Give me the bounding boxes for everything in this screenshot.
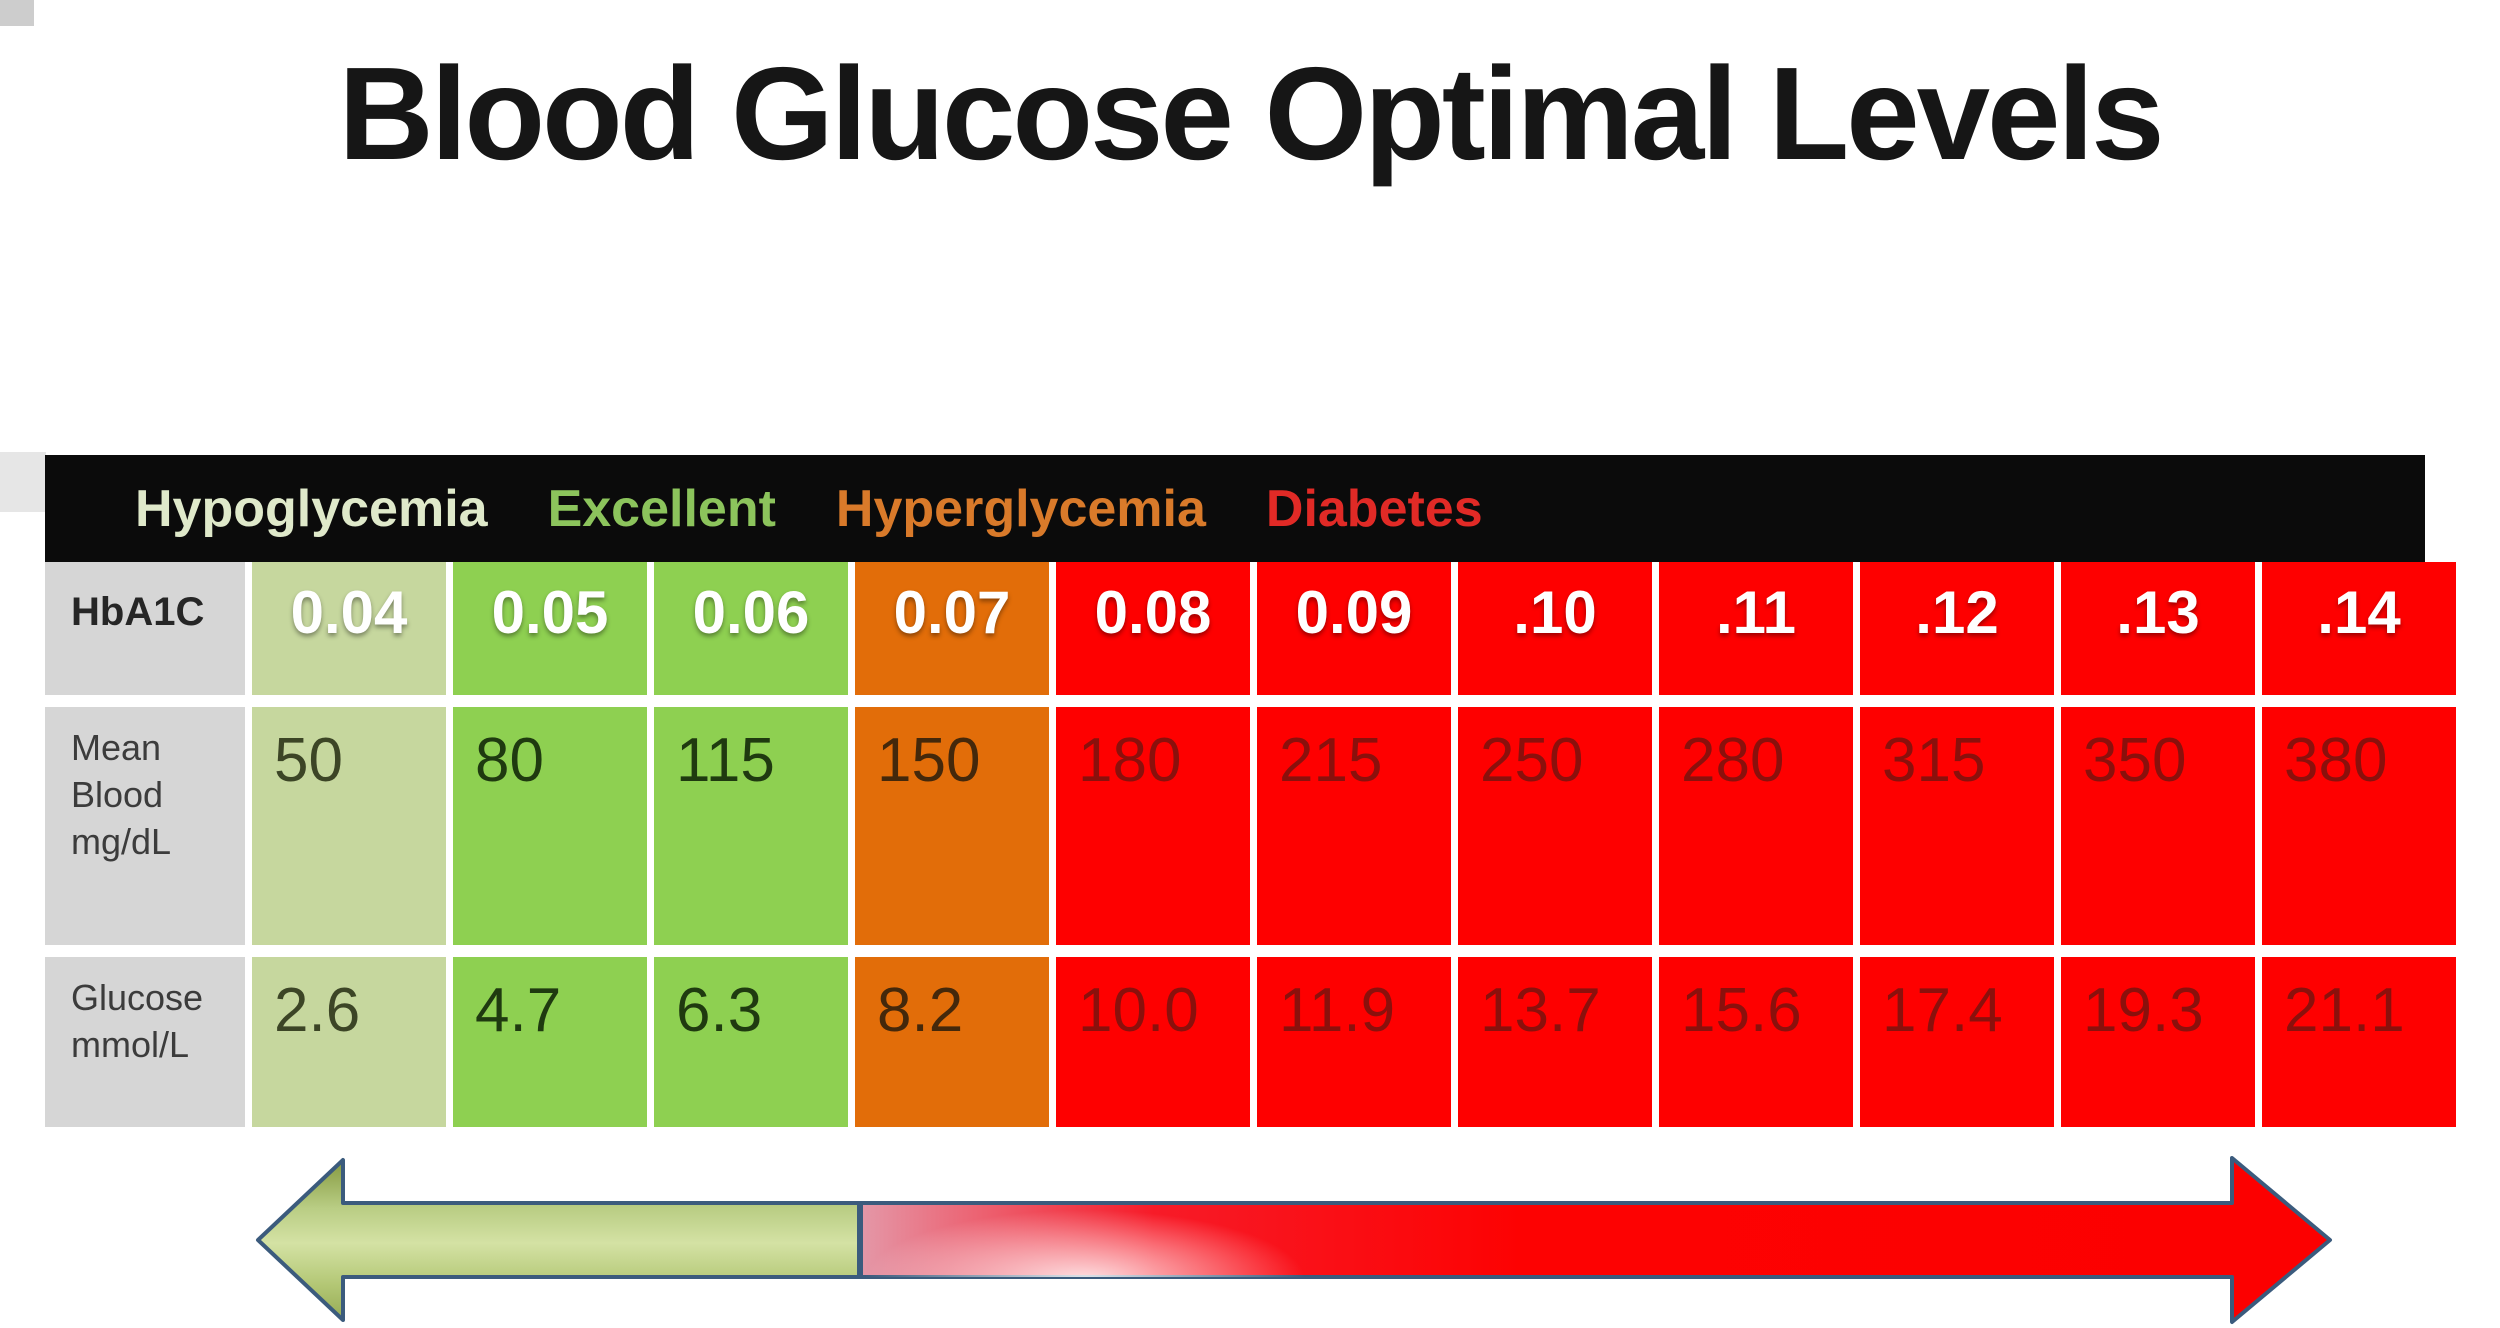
glucose_mmol_l-cell-diabetes: 10.0 <box>1056 957 1250 1127</box>
arrow-red-segment <box>858 1156 2332 1324</box>
mean_blood_mg_dl-cell-hyperglycemia: 150 <box>855 707 1049 945</box>
row-label-mean_blood_mg_dl: Mean Blood mg/dL <box>45 707 245 945</box>
mean_blood_mg_dl-cell-excellent: 115 <box>654 707 848 945</box>
mean_blood_mg_dl-cell-diabetes: 280 <box>1659 707 1853 945</box>
arrow-sheen-highlight <box>865 1210 1305 1322</box>
hba1c-cell-diabetes: 0.09 <box>1257 562 1451 695</box>
legend-item-diabetes: Diabetes <box>1265 479 1483 538</box>
mean_blood_mg_dl-cell-diabetes: 180 <box>1056 707 1250 945</box>
glucose-table: HbA1C 0.04 0.05 0.06 0.07 0.08 0.09.10.11.12.1… <box>45 562 2456 1127</box>
row-label-hba1c: HbA1C <box>45 562 245 695</box>
mean_blood_mg_dl-cell-diabetes: 215 <box>1257 707 1451 945</box>
hba1c-cell-excellent: 0.05 <box>453 562 647 695</box>
hba1c-cell-diabetes: .14 <box>2262 562 2456 695</box>
glucose_mmol_l-cell-diabetes: 13.7 <box>1458 957 1652 1127</box>
hba1c-cell-diabetes: .13 <box>2061 562 2255 695</box>
legend-item-excellent: Excellent <box>547 479 776 538</box>
glucose_mmol_l-cell-excellent: 6.3 <box>654 957 848 1127</box>
row-label-line: mg/dL <box>71 820 172 862</box>
glucose_mmol_l-cell-diabetes: 17.4 <box>1860 957 2054 1127</box>
mean_blood_mg_dl-cell-diabetes: 250 <box>1458 707 1652 945</box>
hba1c-cell-excellent: 0.06 <box>654 562 848 695</box>
page-title: Blood Glucose Optimal Levels <box>338 40 2164 187</box>
glucose_mmol_l-cell-diabetes: 11.9 <box>1257 957 1451 1127</box>
row-label-glucose_mmol_l: Glucose mmol/L <box>45 957 245 1127</box>
mean_blood_mg_dl-cell-diabetes: 350 <box>2061 707 2255 945</box>
legend-item-hyperglycemia: Hyperglycemia <box>835 479 1206 538</box>
row-label-line: mmol/L <box>71 1023 190 1065</box>
row-label-line: Glucose <box>71 977 204 1018</box>
glucose_mmol_l-cell-hypoglycemia: 2.6 <box>252 957 446 1127</box>
row-label-line: Mean <box>71 727 162 768</box>
mean_blood_mg_dl-cell-diabetes: 380 <box>2262 707 2456 945</box>
mean_blood_mg_dl-cell-diabetes: 315 <box>1860 707 2054 945</box>
glucose_mmol_l-cell-diabetes: 19.3 <box>2061 957 2255 1127</box>
hba1c-cell-diabetes: .12 <box>1860 562 2054 695</box>
glucose_mmol_l-cell-excellent: 4.7 <box>453 957 647 1127</box>
glucose_mmol_l-cell-diabetes: 15.6 <box>1659 957 1853 1127</box>
hba1c-cell-hypoglycemia: 0.04 <box>252 562 446 695</box>
hba1c-cell-diabetes: .11 <box>1659 562 1853 695</box>
legend-item-hypoglycemia: Hypoglycemia <box>135 479 488 538</box>
glucose_mmol_l-cell-hyperglycemia: 8.2 <box>855 957 1049 1127</box>
legend-bar: Hypoglycemia Excellent Hyperglycemia Diabet… <box>45 455 2425 562</box>
scan-artifact-left-of-legend <box>0 452 46 512</box>
hba1c-cell-hyperglycemia: 0.07 <box>855 562 1049 695</box>
glucose_mmol_l-cell-diabetes: 21.1 <box>2262 957 2456 1127</box>
hba1c-cell-diabetes: .10 <box>1458 562 1652 695</box>
hba1c-cell-diabetes: 0.08 <box>1056 562 1250 695</box>
row-label-line: Blood <box>71 773 164 815</box>
arrow-green-segment <box>256 1158 862 1322</box>
scan-artifact-corner <box>0 0 34 26</box>
mean_blood_mg_dl-cell-excellent: 80 <box>453 707 647 945</box>
mean_blood_mg_dl-cell-hypoglycemia: 50 <box>252 707 446 945</box>
